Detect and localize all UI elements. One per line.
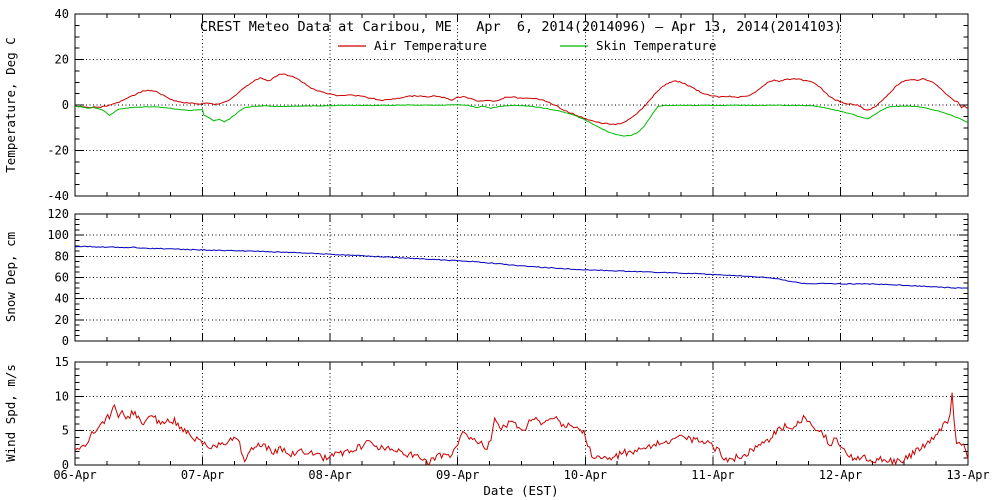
x-tick-label: 09-Apr — [436, 468, 479, 482]
y-tick-label: -20 — [47, 144, 69, 158]
y-tick-label: 100 — [47, 228, 69, 242]
x-tick-label: 06-Apr — [53, 468, 96, 482]
x-tick-label: 11-Apr — [691, 468, 734, 482]
series-air-temperature — [74, 73, 969, 126]
y-tick-label: 20 — [55, 53, 69, 67]
legend-label-air-temperature: Air Temperature — [374, 38, 487, 53]
y-tick-label: 80 — [55, 249, 69, 263]
panel-temperature: -40 -20 0 20 40 — [47, 7, 969, 203]
x-tick-label: 13-Apr — [946, 468, 989, 482]
x-axis-label: Date (EST) — [483, 483, 558, 498]
chart-title: CREST Meteo Data at Caribou, ME Apr 6, 2… — [200, 19, 842, 35]
series-snow-depth — [74, 245, 969, 289]
y-tick-label: 120 — [47, 207, 69, 221]
plot-panels: -40 -20 0 20 40 0 20 40 60 80 100 120 0 5 10 15 06-Apr 07… — [47, 7, 989, 482]
panel-border — [74, 361, 969, 466]
y-tick-label: 0 — [62, 458, 69, 472]
y-tick-label: 60 — [55, 271, 69, 285]
y-tick-label: 5 — [62, 424, 69, 438]
legend-label-skin-temperature: Skin Temperature — [596, 38, 716, 53]
legend: Air Temperature Skin Temperature — [338, 38, 716, 53]
x-tick-label: 10-Apr — [564, 468, 607, 482]
x-tick-label: 08-Apr — [308, 468, 351, 482]
y-tick-label: 40 — [55, 7, 69, 21]
y-tick-label: -40 — [47, 189, 69, 203]
y-tick-label: 0 — [62, 334, 69, 348]
y-tick-label: 40 — [55, 292, 69, 306]
series-skin-temperature — [74, 104, 969, 137]
y-tick-label: 20 — [55, 313, 69, 327]
y-tick-label: 0 — [62, 98, 69, 112]
x-tick-label: 07-Apr — [181, 468, 224, 482]
y-axis-label-temperature: Temperature, Deg C — [3, 37, 18, 172]
y-axis-label-snow-depth: Snow Dep, cm — [3, 232, 18, 322]
x-tick-label: 12-Apr — [819, 468, 862, 482]
y-axis-label-wind-speed: Wind Spd, m/s — [3, 364, 18, 462]
y-tick-label: 15 — [55, 355, 69, 369]
panel-snow-depth: 0 20 40 60 80 100 120 — [47, 207, 969, 348]
panel-wind-speed: 0 5 10 15 — [55, 355, 969, 472]
series-wind-speed — [74, 392, 969, 466]
y-tick-label: 10 — [55, 389, 69, 403]
